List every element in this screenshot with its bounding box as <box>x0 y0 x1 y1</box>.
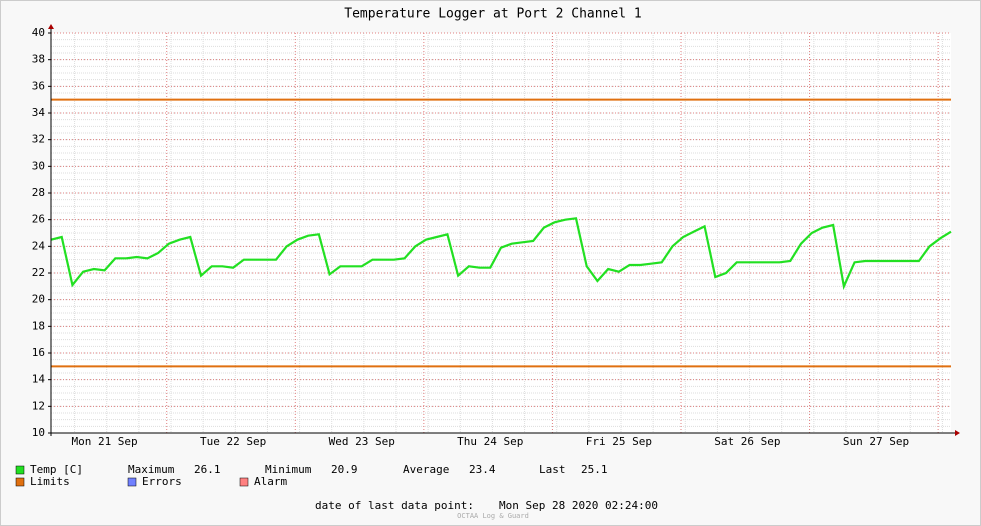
y-tick-label: 36 <box>32 79 45 92</box>
y-tick-label: 22 <box>32 266 45 279</box>
legend-swatch <box>239 477 249 487</box>
y-tick-label: 40 <box>32 26 45 39</box>
x-tick-label: Sat 26 Sep <box>714 435 780 448</box>
y-tick-label: 24 <box>32 239 46 252</box>
legend-swatch <box>127 477 137 487</box>
y-tick-label: 28 <box>32 186 45 199</box>
stat-label: Minimum <box>265 463 312 476</box>
legend-label: Alarm <box>254 475 287 488</box>
data-line <box>50 217 952 291</box>
x-tick-label: Thu 24 Sep <box>457 435 523 448</box>
y-tick-label: 26 <box>32 213 45 226</box>
x-tick-label: Fri 25 Sep <box>586 435 652 448</box>
watermark: OCTAA Log & Guard <box>457 512 529 520</box>
y-tick-label: 34 <box>32 106 46 119</box>
y-tick-label: 12 <box>32 399 45 412</box>
y-tick-label: 10 <box>32 426 45 439</box>
legend-label: Errors <box>142 475 182 488</box>
y-tick-label: 30 <box>32 159 45 172</box>
y-tick-label: 38 <box>32 53 45 66</box>
legend-label: Limits <box>30 475 70 488</box>
stat-value: 26.1 <box>194 463 221 476</box>
footer-label: date of last data point: <box>315 499 474 512</box>
stat-value: 25.1 <box>581 463 608 476</box>
y-tick-label: 14 <box>32 373 46 386</box>
stat-label: Average <box>403 463 449 476</box>
y-tick-label: 20 <box>32 293 45 306</box>
x-tick-label: Tue 22 Sep <box>200 435 266 448</box>
legend-swatch <box>15 477 25 487</box>
legend-swatch <box>15 465 25 475</box>
stat-value: 23.4 <box>469 463 496 476</box>
x-tick-label: Wed 23 Sep <box>329 435 395 448</box>
stat-value: 20.9 <box>331 463 358 476</box>
chart-title: Temperature Logger at Port 2 Channel 1 <box>344 7 641 22</box>
y-tick-label: 32 <box>32 133 45 146</box>
legend-label: Temp [C] <box>30 463 83 476</box>
y-tick-label: 18 <box>32 319 45 332</box>
y-axis-arrow <box>48 24 54 29</box>
stat-label: Last <box>539 463 566 476</box>
x-axis-arrow <box>955 430 960 436</box>
footer-value: Mon Sep 28 2020 02:24:00 <box>499 499 658 512</box>
x-tick-label: Mon 21 Sep <box>71 435 137 448</box>
stat-label: Maximum <box>128 463 175 476</box>
y-tick-label: 16 <box>32 346 45 359</box>
x-tick-label: Sun 27 Sep <box>843 435 909 448</box>
